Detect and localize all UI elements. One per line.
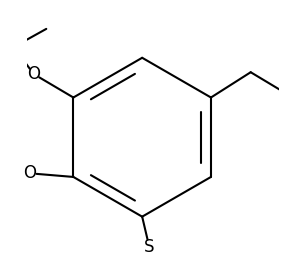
Text: O: O	[24, 164, 36, 182]
Text: O: O	[27, 65, 40, 83]
Text: S: S	[144, 238, 155, 256]
